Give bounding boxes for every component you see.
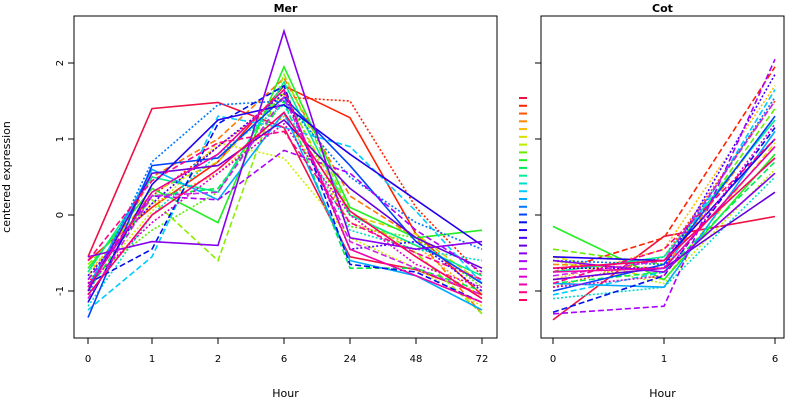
cot-series-line-9 (552, 153, 776, 281)
cot-series-line-24 (552, 123, 776, 288)
mer-series-line-28 (87, 111, 483, 300)
cot-series-line-16 (552, 115, 776, 292)
mer-series-line-21 (87, 118, 483, 292)
mer-series-line-20 (87, 92, 483, 292)
mer-series-line-14 (87, 115, 483, 311)
mer-series-line-1 (87, 101, 483, 296)
cot-series-line-15 (552, 96, 776, 266)
mer-x-tick-label: 6 (281, 354, 287, 365)
panel-mer-y-ticks: -1 0 1 2 (55, 60, 74, 296)
panel-mer-frame (73, 15, 498, 339)
mer-series-line-23 (87, 149, 483, 281)
mer-series-line-12 (87, 80, 483, 277)
mer-series-line-19 (87, 103, 483, 303)
cot-series-line-17 (552, 127, 776, 314)
panel-cot-title: Cot (652, 2, 673, 15)
mer-series-line-26 (87, 88, 483, 304)
mer-series-line-16 (87, 100, 483, 296)
cot-series-line-21 (552, 172, 776, 273)
panel-cot-legend (519, 97, 527, 301)
mer-series-line-27 (87, 130, 483, 281)
panel-mer: Mer centered expression Hour 0 1 2 6 24 48 72 … (0, 2, 498, 400)
panel-cot-y-ticks (535, 62, 541, 292)
mer-series-line-2 (87, 84, 483, 296)
mer-series-line-8 (87, 72, 483, 315)
panel-mer-series (87, 28, 483, 318)
mer-x-tick-label: 24 (344, 354, 357, 365)
cot-series-line-27 (552, 157, 776, 269)
mer-x-tick-label: 48 (410, 354, 423, 365)
mer-x-tick-label: 2 (215, 354, 221, 365)
panel-cot-x-axis-label: Hour (649, 387, 676, 400)
panel-cot-x-ticks: 0 1 6 (550, 338, 778, 365)
mer-x-tick-label: 72 (476, 354, 489, 365)
cot-series-line-6 (552, 142, 776, 281)
mer-series-line-7 (87, 141, 483, 307)
mer-x-tick-label: 1 (149, 354, 155, 365)
panel-cot-frame (540, 15, 785, 339)
cot-x-tick-label: 1 (661, 354, 667, 365)
panel-mer-title: Mer (274, 2, 298, 15)
panel-cot-series (552, 58, 776, 321)
cot-series-line-22 (552, 58, 776, 315)
mer-series-line-25 (87, 122, 483, 288)
mer-y-tick-label: 2 (55, 60, 66, 66)
cot-series-line-19 (553, 74, 776, 270)
cot-series-line-25 (552, 146, 776, 273)
mer-y-tick-label: 1 (55, 136, 66, 142)
mer-y-tick-label: 0 (55, 212, 66, 218)
panel-mer-x-ticks: 0 1 2 6 24 48 72 (85, 338, 489, 365)
mer-y-tick-label: -1 (55, 286, 66, 296)
cot-x-tick-label: 0 (550, 354, 556, 365)
cot-x-tick-label: 6 (772, 354, 778, 365)
panel-cot: Cot Hour 0 1 6 (519, 2, 785, 400)
mer-series-line-24 (87, 95, 483, 300)
cot-series-line-14 (552, 130, 776, 289)
y-axis-label: centered expression (0, 121, 13, 233)
mer-series-line-22 (87, 28, 483, 258)
mer-x-tick-label: 0 (85, 354, 91, 365)
mer-series-line-18 (87, 84, 483, 304)
panel-mer-x-axis-label: Hour (272, 387, 299, 400)
cot-series-line-2 (552, 66, 776, 273)
cot-series-line-1 (552, 215, 776, 321)
cot-series-line-26 (552, 138, 776, 285)
cot-series-line-12 (552, 176, 776, 300)
